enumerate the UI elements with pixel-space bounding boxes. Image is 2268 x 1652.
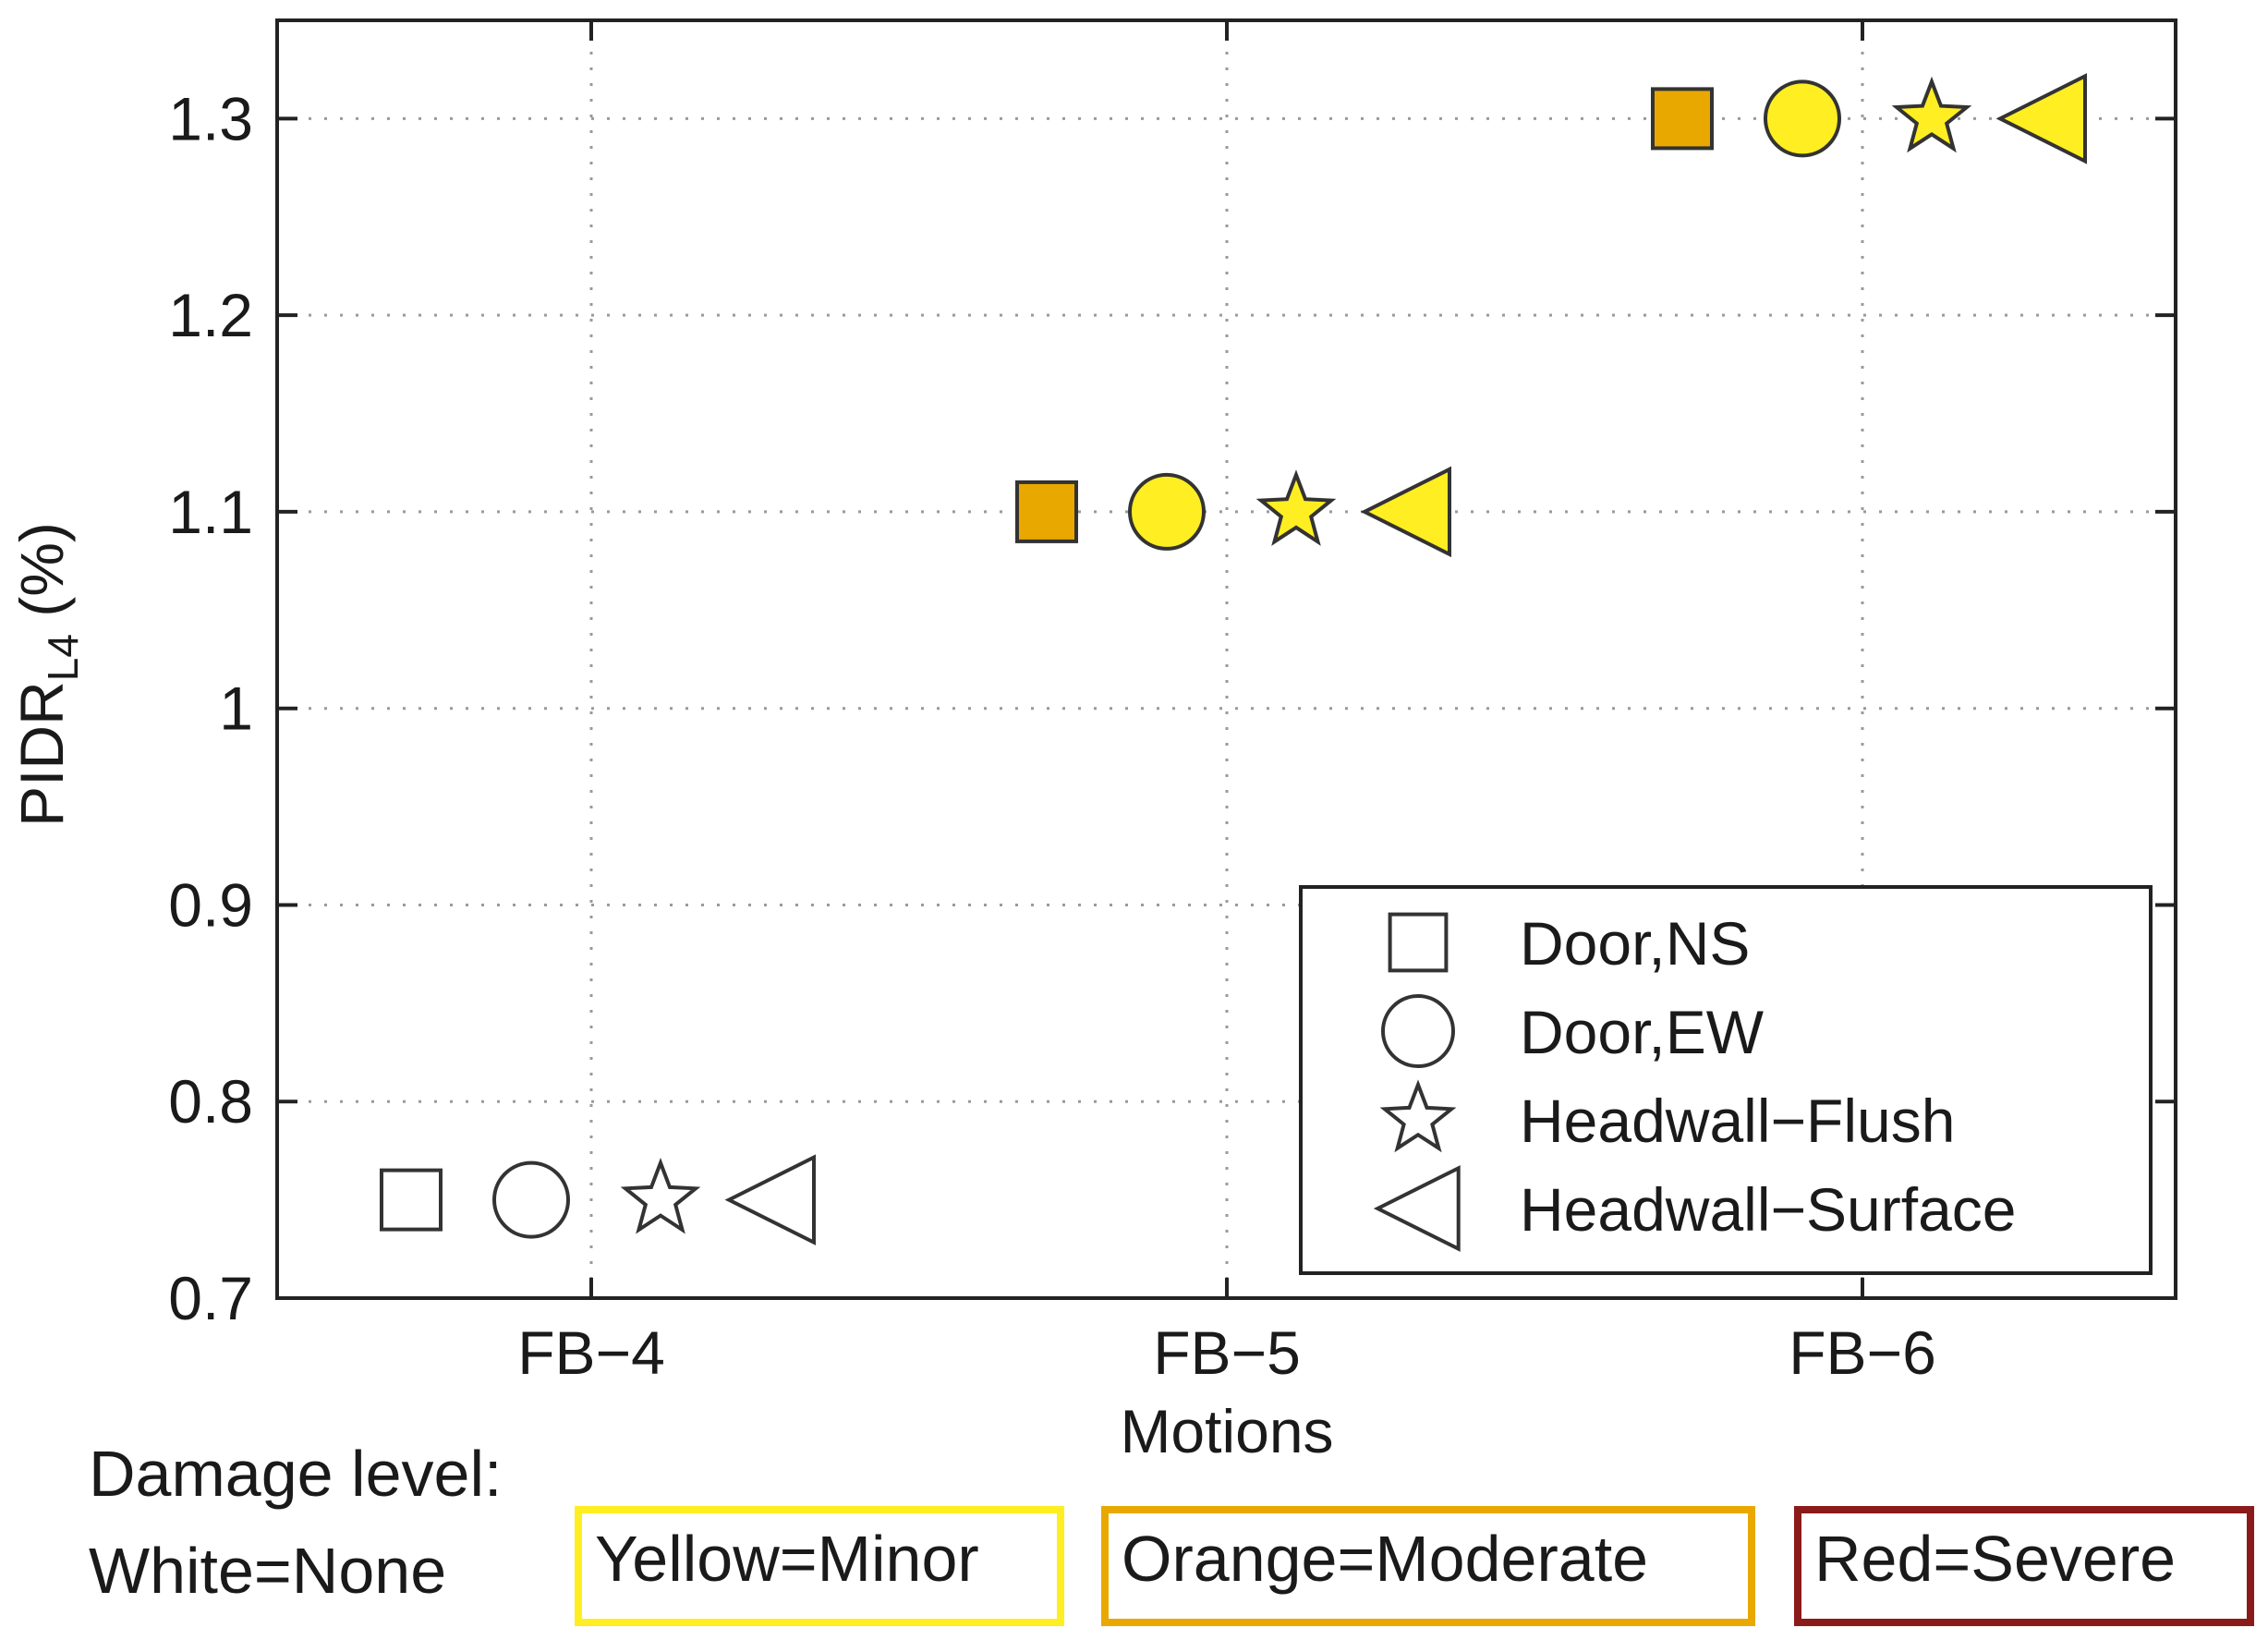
y-tick-label: 1.2 — [168, 281, 253, 349]
data-point-square — [380, 1168, 443, 1232]
data-point-circle — [492, 1160, 570, 1239]
data-point-triangle-left — [1360, 466, 1451, 558]
x-axis-title: Motions — [1120, 1397, 1333, 1465]
data-point-star — [620, 1157, 701, 1234]
y-tick-label: 0.8 — [168, 1067, 253, 1136]
data-point-triangle-left — [724, 1154, 816, 1245]
data-point-star — [1255, 469, 1337, 546]
legend-label: Door,EW — [1520, 998, 1765, 1066]
y-tick-label: 0.9 — [168, 870, 253, 939]
axis-ticks — [277, 20, 2176, 1300]
data-point-square — [1015, 480, 1078, 543]
data-point-star — [1891, 76, 1972, 153]
y-tick-labels: 0.7 0.8 0.9 1 1.1 1.2 1.3 — [168, 84, 253, 1332]
legend-marker-star — [1379, 1079, 1457, 1153]
y-tick-label: 1.3 — [168, 84, 253, 152]
legend-marker-triangle-left — [1373, 1165, 1461, 1252]
legend-marker-circle — [1381, 994, 1455, 1068]
y-tick-label: 1 — [219, 674, 253, 743]
x-tick-label: FB−5 — [1153, 1318, 1301, 1387]
data-point-circle — [1764, 79, 1841, 158]
legend: Door,NS Door,EW Headwall−Flush Headwall−Sur… — [1299, 885, 2153, 1275]
data-point-triangle-left — [1995, 73, 2087, 164]
legend-label: Door,NS — [1520, 909, 1750, 978]
data-markers — [380, 73, 2087, 1245]
x-tick-label: FB−4 — [517, 1318, 665, 1387]
y-axis-title: PIDRL4 (%) — [7, 522, 87, 827]
legend-marker-square — [1388, 912, 1449, 973]
legend-label: Headwall−Surface — [1520, 1175, 2016, 1244]
x-tick-label: FB−6 — [1789, 1318, 1936, 1387]
x-tick-labels: FB−4 FB−5 FB−6 — [517, 1318, 1936, 1387]
y-tick-label: 0.7 — [168, 1264, 253, 1332]
data-point-square — [1651, 87, 1714, 151]
legend-label: Headwall−Flush — [1520, 1087, 1955, 1155]
data-point-circle — [1128, 472, 1206, 551]
y-tick-label: 1.1 — [168, 478, 253, 546]
